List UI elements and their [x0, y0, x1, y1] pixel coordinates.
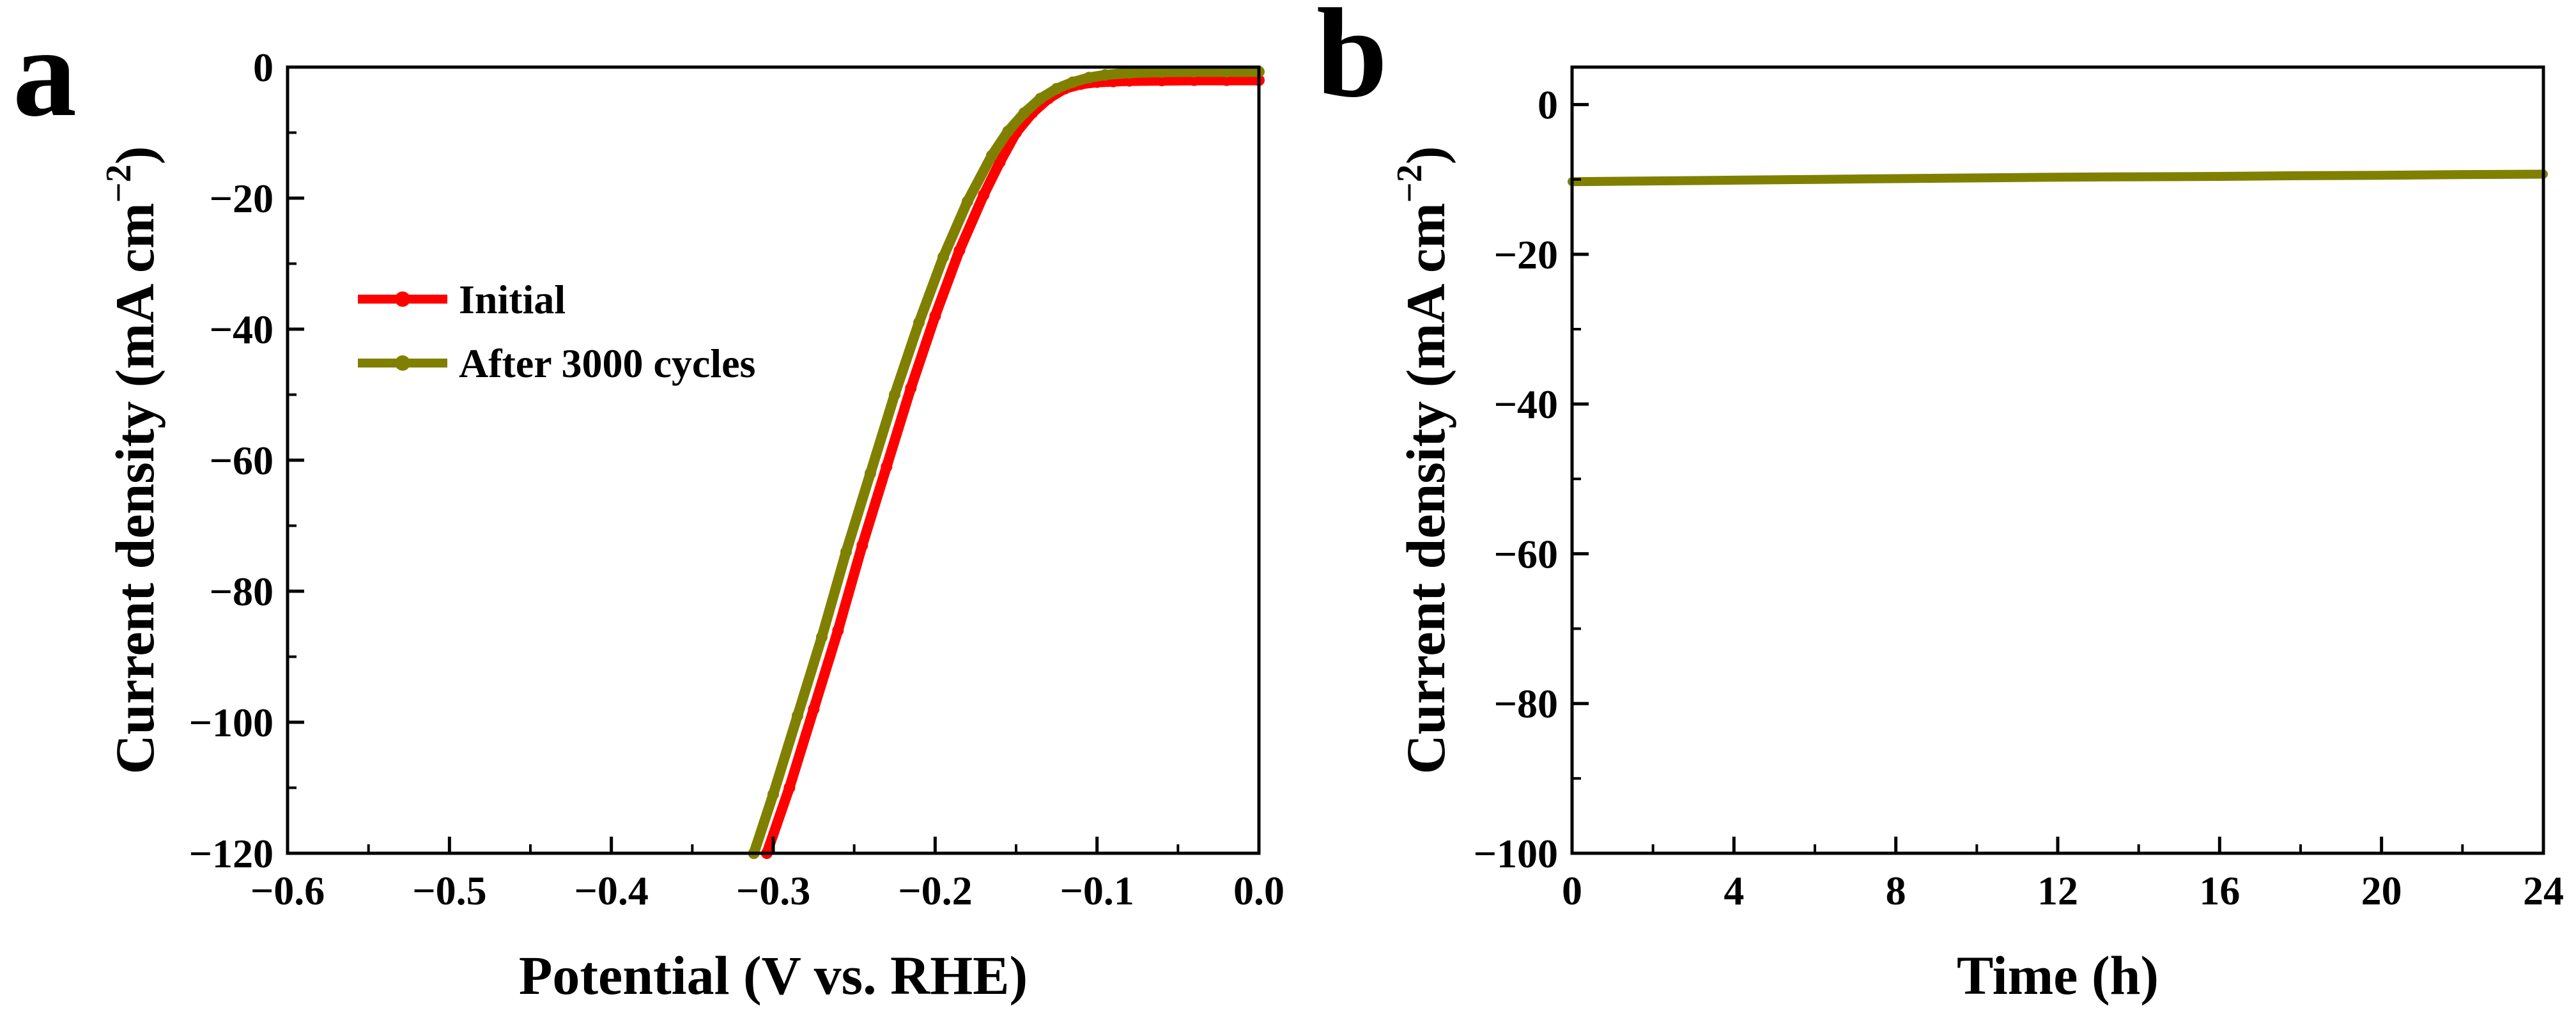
x-tick-label: −0.1: [1060, 868, 1134, 913]
data-point-initial: [783, 782, 796, 794]
panel-b-y-ticks: 0 −20 −40 −60 −80 −100: [1474, 82, 1589, 876]
legend-item-after-cycles: After 3000 cycles: [358, 341, 755, 386]
data-point-after-3000-cycles: [986, 150, 998, 162]
data-point-initial: [953, 245, 966, 256]
data-point-initial: [881, 461, 893, 473]
y-tick-label: −120: [189, 831, 274, 876]
data-point-after-3000-cycles: [913, 316, 925, 329]
data-point-initial: [905, 382, 917, 394]
panel-b-y-axis-title-close: ): [1395, 146, 1456, 165]
y-tick-label: 0: [253, 45, 274, 90]
data-point-after-3000-cycles: [1002, 125, 1014, 137]
data-point-after-3000-cycles: [1156, 66, 1168, 78]
y-tick-label: −40: [210, 307, 274, 352]
y-tick-label: −100: [1474, 831, 1558, 876]
x-tick-label: 0.0: [1233, 868, 1284, 913]
y-tick-label: −80: [1494, 681, 1558, 727]
data-point-after-3000-cycles: [889, 389, 900, 401]
data-point-initial: [978, 189, 990, 201]
x-tick-label: 16: [2199, 868, 2240, 913]
x-tick-label: 12: [2037, 868, 2078, 913]
x-tick-label: 8: [1886, 868, 1906, 913]
data-point-after-3000-cycles: [937, 251, 949, 263]
panel-b-y-axis-title-sup: −2: [1390, 164, 1430, 203]
y-tick-label: −100: [189, 700, 274, 745]
data-point-initial: [929, 310, 941, 322]
x-tick-label: 0: [1562, 868, 1582, 913]
x-tick-label: 20: [2361, 868, 2402, 913]
legend-marker-after-cycles: [395, 355, 410, 371]
panel-a-y-axis-title: Current density (mA cm−2): [99, 146, 166, 775]
data-point-after-3000-cycles: [1221, 66, 1233, 78]
y-tick-label: −20: [1494, 232, 1558, 277]
panel-a-y-ticks: 0 −20 −40 −60 −80 −100 −120: [189, 45, 304, 876]
data-point-initial: [1156, 75, 1168, 87]
data-point-after-3000-cycles: [792, 709, 803, 722]
x-tick-label: −0.3: [736, 868, 810, 913]
panel-a-y-axis-title-sup: −2: [99, 164, 139, 203]
legend-marker-initial: [395, 291, 410, 307]
series-line-stability: [1568, 169, 2548, 187]
panel-b-y-axis-title-main: Current density (mA cm: [1395, 203, 1456, 774]
data-point-initial: [994, 156, 1006, 168]
y-tick-label: −40: [1494, 382, 1558, 427]
data-point-after-3000-cycles: [1099, 69, 1111, 81]
x-tick-label: −0.2: [898, 868, 972, 913]
data-point-initial: [856, 539, 868, 552]
panel-a-y-axis-title-close: ): [104, 146, 166, 165]
y-tick-label: −20: [210, 176, 274, 221]
y-tick-label: 0: [1538, 82, 1558, 128]
data-point-after-3000-cycles: [1123, 67, 1136, 79]
y-tick-label: −80: [210, 569, 274, 614]
panel-a-frame: [286, 65, 1261, 855]
panel-a-x-ticks: −0.6 −0.5 −0.4 −0.3 −0.2 −0.1 0.0: [251, 837, 1284, 913]
y-tick-label: −60: [210, 438, 274, 483]
data-point-after-3000-cycles: [1188, 66, 1200, 78]
panel-a-legend: Initial After 3000 cycles: [358, 277, 755, 386]
y-tick-label: −60: [1494, 531, 1558, 577]
data-point-after-3000-cycles: [865, 467, 876, 479]
legend-item-initial: Initial: [358, 277, 566, 322]
data-point-initial: [832, 624, 844, 637]
panel-a-plot-area: [748, 66, 1265, 859]
x-tick-label: −0.6: [251, 868, 325, 913]
panel-b-frame: [1570, 65, 2545, 855]
legend-label-initial: Initial: [459, 277, 566, 322]
x-tick-label: −0.4: [574, 868, 648, 913]
data-point-after-3000-cycles: [840, 546, 852, 558]
panel-a-x-axis-title: Potential (V vs. RHE): [519, 945, 1028, 1006]
x-tick-label: −0.5: [412, 868, 486, 913]
legend-label-after-cycles: After 3000 cycles: [459, 341, 755, 386]
data-point-after-3000-cycles: [962, 196, 973, 208]
panel-b-x-axis-title: Time (h): [1957, 945, 2159, 1006]
data-point-after-3000-cycles: [1051, 82, 1063, 95]
data-point-initial: [1221, 74, 1233, 86]
data-point-after-3000-cycles: [767, 788, 779, 800]
data-point-after-3000-cycles: [1035, 93, 1046, 105]
panel-a-label: a: [13, 2, 77, 143]
data-point-after-3000-cycles: [1067, 76, 1079, 88]
x-tick-label: 4: [1724, 868, 1744, 913]
panel-b-label: b: [1316, 0, 1387, 124]
panel-b-y-axis-title: Current density (mA cm−2): [1390, 146, 1456, 775]
x-tick-label: 24: [2523, 868, 2564, 913]
data-point-after-3000-cycles: [1083, 72, 1095, 84]
data-point-initial: [1188, 74, 1200, 86]
data-point-after-3000-cycles: [816, 631, 828, 643]
panel-b: b 0 4 8 12 16 20 24 0 −20 −40 −60 −80 −100 Time (h)…: [1316, 0, 2564, 1006]
panel-b-plot-area: [1568, 169, 2548, 187]
data-point-initial: [808, 703, 820, 715]
panel-a-y-axis-title-main: Current density (mA cm: [104, 203, 166, 774]
panel-a: a −0.6 −0.5 −0.4 −0.3 −0.2 −0.1 0.0 0 −20 −40 −60…: [13, 2, 1284, 1006]
data-point-after-3000-cycles: [1018, 107, 1030, 119]
